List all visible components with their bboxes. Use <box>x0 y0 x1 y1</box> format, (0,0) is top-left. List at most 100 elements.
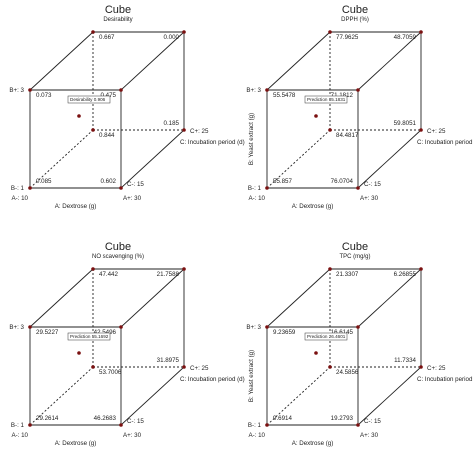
axis-a-high: A+: 30 <box>123 432 142 439</box>
axis-b-high: B+: 3 <box>9 324 24 331</box>
prediction-box <box>67 95 111 104</box>
axis-c-low: C-: 15 <box>127 418 144 425</box>
cube-edge <box>29 31 94 91</box>
cube-edge <box>357 31 422 91</box>
axis-a-high: A+: 30 <box>360 195 379 202</box>
vertex-point <box>328 267 332 271</box>
cube-panel-desirability: Cube Desirability 0.602 0.185 0.475 0.000 0.08… <box>0 0 244 237</box>
vertex-value: 42.5496 <box>94 329 117 336</box>
axis-c-low: C-: 15 <box>127 181 144 188</box>
chart-title: Cube <box>105 4 131 16</box>
axis-c-label: C: Incubation period (d) <box>180 376 245 383</box>
vertex-point <box>119 423 123 427</box>
vertex-point <box>28 325 32 329</box>
axis-b-low: B-: 1 <box>248 185 262 192</box>
cube-edge <box>120 268 185 328</box>
vertex-point <box>265 186 269 190</box>
vertex-point <box>419 267 423 271</box>
chart-subtitle: NO scavenging (%) <box>92 254 144 260</box>
axis-c-high: C+: 25 <box>427 365 446 372</box>
axis-a-high: A+: 30 <box>123 195 142 202</box>
vertex-point <box>265 423 269 427</box>
axis-a-label: A: Dextrose (g) <box>55 203 97 210</box>
vertex-value: 31.8975 <box>157 357 180 364</box>
cube-panel-tpc: Cube TPC (mg/g) 19.2793 11.7334 16.6145 6.268… <box>237 237 474 474</box>
cube-panel-no-scavenging: Cube NO scavenging (%) 46.2683 31.8975 42.54… <box>0 237 244 474</box>
chart-subtitle: Desirability <box>103 17 132 23</box>
vertex-value: 9.23659 <box>273 329 296 336</box>
vertex-value: 84.4817 <box>336 132 359 139</box>
axis-a-low: A-: 10 <box>11 432 28 439</box>
center-point <box>314 114 318 118</box>
vertex-value: 71.1812 <box>331 92 354 99</box>
vertex-value: 53.7006 <box>99 369 122 376</box>
vertex-point <box>28 423 32 427</box>
axis-c-label: C: Incubation period (d) <box>180 139 245 146</box>
cube-edge <box>29 268 94 328</box>
cube-edge <box>120 31 185 91</box>
vertex-value: 0.073 <box>36 92 52 99</box>
center-point <box>314 351 318 355</box>
vertex-point <box>328 365 332 369</box>
vertex-value: 24.5856 <box>336 369 359 376</box>
cube-edge <box>266 268 331 328</box>
vertex-value: 0.844 <box>99 132 115 139</box>
axis-a-label: A: Dextrose (g) <box>292 203 334 210</box>
cube-edge <box>120 129 185 189</box>
vertex-value: 0.000 <box>164 34 180 41</box>
prediction-label: Desirability 0.906 <box>70 97 106 102</box>
axis-a-label: A: Dextrose (g) <box>292 440 334 447</box>
vertex-value: 47.442 <box>99 271 118 278</box>
vertex-value: 0.667 <box>99 34 115 41</box>
cube-edge <box>357 129 422 189</box>
axis-b-high: B+: 3 <box>246 87 261 94</box>
axis-c-high: C+: 25 <box>190 365 209 372</box>
vertex-point <box>419 128 423 132</box>
vertex-value: 59.8051 <box>394 120 417 127</box>
vertex-point <box>91 30 95 34</box>
vertex-point <box>91 365 95 369</box>
prediction-box <box>304 332 348 341</box>
axis-c-low: C-: 15 <box>364 418 381 425</box>
prediction-label: Prediction 55.1692 <box>70 334 109 339</box>
chart-title: Cube <box>342 241 368 253</box>
vertex-value: 11.7334 <box>394 357 416 364</box>
center-point <box>77 114 81 118</box>
prediction-label: Prediction 26.4601 <box>307 334 346 339</box>
vertex-point <box>419 365 423 369</box>
axis-a-high: A+: 30 <box>360 432 379 439</box>
vertex-point <box>265 88 269 92</box>
vertex-point <box>182 128 186 132</box>
vertex-point <box>356 186 360 190</box>
vertex-value: 29.2614 <box>36 415 59 422</box>
axis-b-high: B+: 3 <box>9 87 24 94</box>
chart-subtitle: TPC (mg/g) <box>339 254 370 260</box>
axis-c-high: C+: 25 <box>190 128 209 135</box>
vertex-value: 46.2683 <box>94 415 117 422</box>
vertex-value: 6.26855 <box>394 271 417 278</box>
vertex-value: 77.9625 <box>336 34 359 41</box>
vertex-point <box>91 267 95 271</box>
axis-a-label: A: Dextrose (g) <box>55 440 97 447</box>
vertex-value: 29.5227 <box>36 329 59 336</box>
vertex-point <box>356 88 360 92</box>
cube-edge <box>357 268 422 328</box>
prediction-label: Prediction 85.1831 <box>307 97 346 102</box>
chart-title: Cube <box>105 241 131 253</box>
axis-a-low: A-: 10 <box>248 195 265 202</box>
vertex-point <box>182 365 186 369</box>
vertex-point <box>28 186 32 190</box>
chart-title: Cube <box>342 4 368 16</box>
vertex-point <box>328 128 332 132</box>
axis-a-low: A-: 10 <box>248 432 265 439</box>
cube-edge <box>120 366 185 426</box>
axis-b-label: B: Yeast extract (g) <box>248 350 255 402</box>
vertex-point <box>119 325 123 329</box>
vertex-point <box>182 30 186 34</box>
axis-c-label: C: Incubation period (d) <box>417 139 474 146</box>
vertex-value: 16.6145 <box>331 329 354 336</box>
axis-b-label: B: Yeast extract (g) <box>248 113 255 165</box>
cube-edge <box>357 366 422 426</box>
vertex-point <box>356 423 360 427</box>
